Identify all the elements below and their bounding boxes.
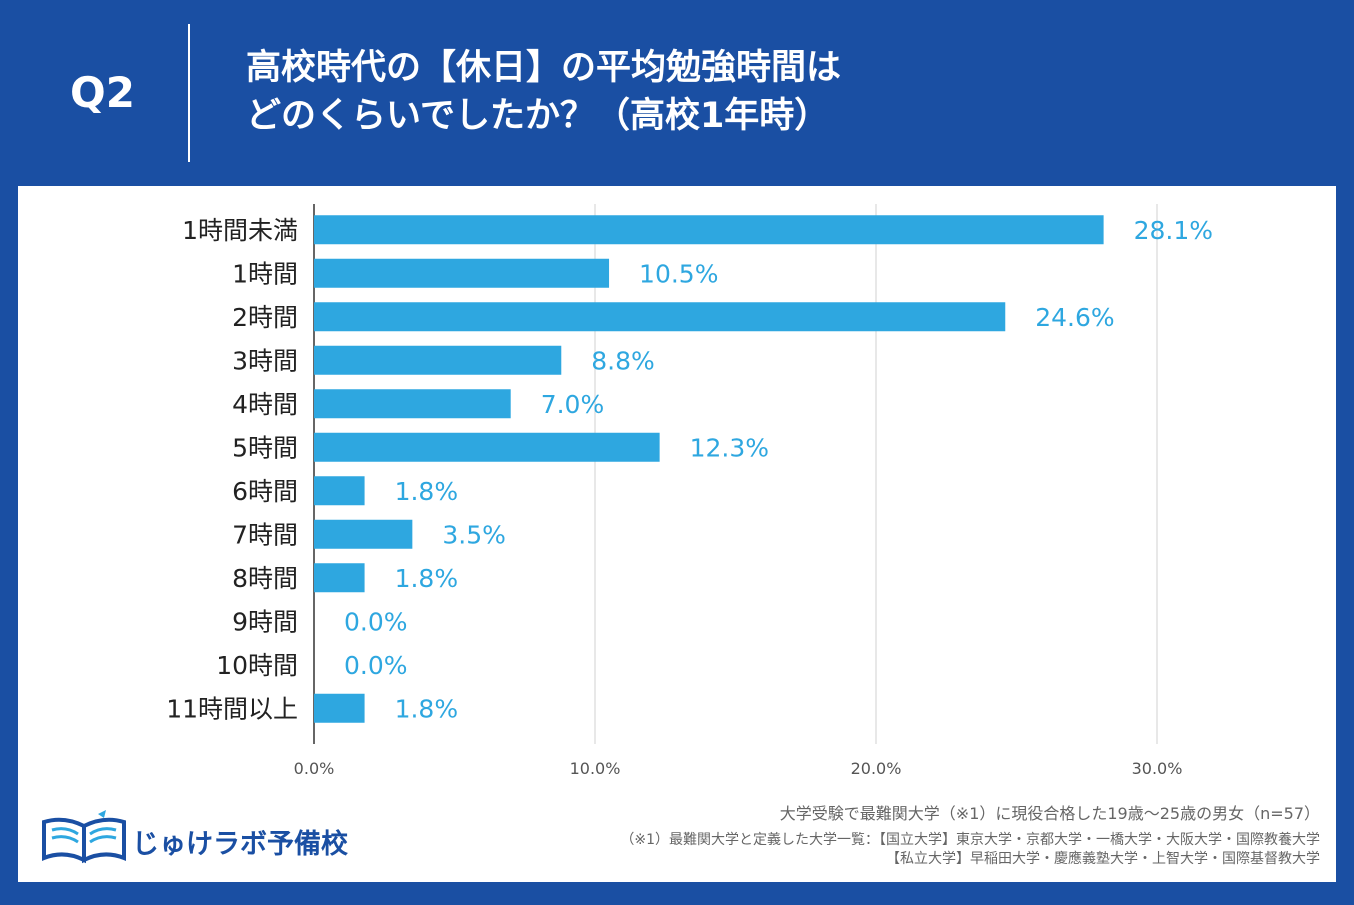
data-label: 7.0% — [541, 390, 605, 419]
data-label: 3.5% — [442, 520, 506, 549]
bar — [314, 563, 365, 593]
category-label: 4時間 — [232, 390, 298, 419]
category-label: 1時間 — [232, 259, 298, 288]
title-line-2: どのくらいでしたか？（高校1年時） — [246, 96, 830, 136]
category-label: 5時間 — [232, 433, 298, 462]
title-line-1: 高校時代の【休日】の平均勉強時間は — [246, 48, 842, 88]
data-label: 28.1% — [1134, 216, 1213, 245]
header: Q2 高校時代の【休日】の平均勉強時間は どのくらいでしたか？（高校1年時） — [0, 0, 1354, 186]
category-label: 1時間未満 — [182, 216, 298, 245]
data-label: 8.8% — [591, 346, 655, 375]
category-label: 11時間以上 — [166, 694, 298, 723]
bar — [314, 693, 365, 723]
bar — [314, 519, 413, 549]
bar — [314, 432, 660, 462]
x-tick-label: 30.0% — [1132, 759, 1183, 778]
page-title: 高校時代の【休日】の平均勉強時間は どのくらいでしたか？（高校1年時） — [246, 44, 841, 140]
private-university-note: 【私立大学】早稲田大学・慶應義塾大学・上智大学・国際基督教大学 — [886, 851, 1320, 867]
bar — [314, 258, 610, 288]
category-label: 9時間 — [232, 607, 298, 636]
bar — [314, 302, 1006, 332]
logo: じゅけラボ予備校 — [40, 808, 360, 868]
x-tick-label: 20.0% — [851, 759, 902, 778]
bar — [314, 389, 511, 419]
bar — [314, 476, 365, 506]
bar — [314, 215, 1104, 245]
data-label: 24.6% — [1035, 303, 1114, 332]
chart-panel: 0.0% 10.0% 20.0% 30.0% 1時間未満 28.1% 1時間 10.5% 2時間… — [18, 186, 1336, 882]
x-tick-label: 0.0% — [294, 759, 335, 778]
data-label: 0.0% — [344, 651, 408, 680]
category-label: 2時間 — [232, 303, 298, 332]
data-label: 10.5% — [639, 259, 718, 288]
bar — [314, 345, 562, 375]
data-label: 1.8% — [395, 694, 459, 723]
category-label: 3時間 — [232, 346, 298, 375]
category-label: 7時間 — [232, 520, 298, 549]
question-label: Q2 — [70, 68, 135, 117]
logo-text: じゅけラボ予備校 — [132, 829, 348, 860]
sample-note: 大学受験で最難関大学（※1）に現役合格した19歳～25歳の男女（n=57） — [779, 804, 1320, 823]
bar-chart: 0.0% 10.0% 20.0% 30.0% 1時間未満 28.1% 1時間 10.5% 2時間… — [166, 204, 1213, 778]
category-label: 8時間 — [232, 564, 298, 593]
data-label: 12.3% — [690, 433, 769, 462]
data-label: 1.8% — [395, 477, 459, 506]
open-book-logo-icon — [42, 810, 126, 864]
x-tick-label: 10.0% — [570, 759, 621, 778]
header-divider — [188, 24, 190, 162]
data-label: 1.8% — [395, 564, 459, 593]
category-label: 6時間 — [232, 477, 298, 506]
definition-note: （※1）最難関大学と定義した大学一覧：【国立大学】東京大学・京都大学・一橋大学・… — [620, 832, 1320, 848]
data-label: 0.0% — [344, 607, 408, 636]
category-label: 10時間 — [216, 651, 298, 680]
